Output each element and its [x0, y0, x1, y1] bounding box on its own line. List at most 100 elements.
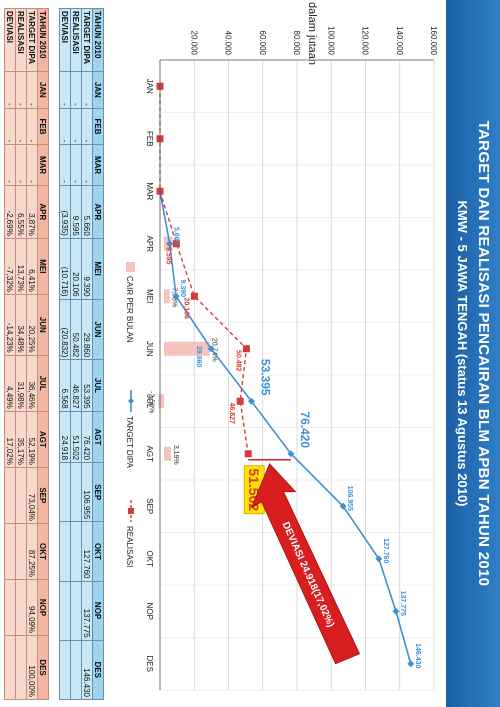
percentage-table-cell: - — [26, 144, 38, 186]
percentage-table-cell: 52,19% — [26, 411, 38, 468]
percentage-table-cell: 73,04% — [26, 467, 38, 524]
y-tick-label: 80.000 — [292, 31, 301, 56]
bar-label: 3,19% — [172, 445, 179, 465]
nominal-table-cell: - — [81, 144, 93, 186]
percentage-table-header-cell: JAN — [37, 71, 49, 109]
target-dipa-point — [375, 555, 383, 563]
nominal-table-header-cell: NOP — [92, 581, 104, 641]
bar-cair-per-bulan — [164, 341, 210, 356]
percentage-table-header-cell: AGT — [37, 411, 49, 468]
nominal-table-header-cell: OKT — [92, 521, 104, 581]
bar-cair-per-bulan — [164, 446, 172, 461]
percentage-table-cell: 17,02% — [4, 411, 16, 468]
data-labels: 5.660 9.390 53.395 76.420 106.955 127.760 137.… — [164, 227, 420, 669]
y-tick-label: 140.000 — [395, 26, 404, 55]
target-dipa-label: 127.760 — [382, 538, 389, 563]
percentage-table-row: DEVIASI - - - -2,69% -7,32% -14,23% 4,49% 17,02% — [4, 8, 16, 700]
deviation-arrow — [250, 463, 361, 665]
percentage-table-header-cell: APR — [37, 185, 49, 239]
percentage-table-row: TARGET DIPA - - -3,87% 6,41% 20,25% 36,46% 52,1… — [26, 8, 38, 700]
percentage-table-header-cell: FEB — [37, 108, 49, 145]
nominal-table-cell — [59, 521, 71, 581]
bar-cair-per-bulan — [164, 289, 170, 304]
bar-series-cair-per-bulan: 7,58%20,74%-2,50%3,19% — [148, 236, 218, 465]
nominal-table-cell: 146.430 — [81, 640, 93, 700]
nominal-table-cell: - — [81, 71, 93, 109]
nominal-table-cell: - — [59, 71, 71, 109]
nominal-table-row: TARGET DIPA - - -5.660 9.390 29.860 53.395 76.4… — [81, 8, 93, 700]
percentage-table-cell: - — [4, 144, 16, 186]
nominal-table-cell: 9.390 — [81, 238, 93, 300]
target-dipa-point — [407, 660, 415, 668]
percentage-table-cell: 4,49% — [4, 355, 16, 412]
percentage-table-cell: -14,23% — [4, 294, 16, 356]
realisasi-point — [172, 240, 180, 248]
target-dipa-point — [392, 607, 400, 615]
percentage-table-row-label: DEVIASI — [4, 8, 16, 72]
nominal-table-row-label: REALISASI — [70, 8, 82, 72]
percentage-table-cell: - — [26, 71, 38, 109]
realisasi-label: 50.482 — [234, 350, 241, 372]
target-dipa-point — [166, 240, 174, 248]
nominal-table: TAHUN 2010 JAN FEB MAR APR MEI JUN JUL AGT SEP OKT… — [59, 8, 104, 700]
x-tick-label: NOP — [145, 603, 154, 620]
percentage-table-body: TARGET DIPA - - -3,87% 6,41% 20,25% 36,46% 52,1… — [4, 8, 38, 700]
target-dipa-line — [159, 191, 412, 664]
realisasi-point — [190, 292, 198, 300]
x-tick-label: MAR — [145, 182, 154, 200]
nominal-table-header-cell: TAHUN 2010 — [92, 8, 104, 72]
percentage-table-cell: - — [26, 108, 38, 145]
x-tick-label: DES — [145, 656, 154, 672]
nominal-table-body: TARGET DIPA - - -5.660 9.390 29.860 53.395 76.4… — [59, 8, 93, 700]
percentage-table-cell: - — [4, 108, 16, 145]
percentage-table-cell: - — [15, 144, 27, 186]
percentage-table-header-cell: MEI — [37, 238, 49, 295]
x-tick-label: SEP — [145, 498, 154, 514]
target-dipa-label: 5.660 — [173, 227, 180, 245]
percentage-table-header-cell: SEP — [37, 467, 49, 524]
percentage-table: TAHUN 2010 JAN FEB MAR APR MEI JUN JUL AGT SEP OKT… — [4, 8, 49, 700]
x-tick-label: AGT — [145, 446, 154, 463]
target-dipa-label: 9.390 — [179, 279, 186, 297]
nominal-table-cell: 29.860 — [81, 299, 93, 360]
x-tick-label: JUL — [145, 394, 154, 409]
nominal-table-cell: 137.775 — [81, 581, 93, 641]
y-tick-label: 160.000 — [429, 26, 438, 55]
nominal-table-row: REALISASI - - -9.595 20.106 50.482 46.827 51.50… — [70, 8, 82, 700]
nominal-table-cell: 127.760 — [81, 521, 93, 581]
x-tick-label: JAN — [145, 79, 154, 94]
percentage-table-header-cell: DES — [37, 635, 49, 700]
realisasi-label: 9.595 — [164, 247, 171, 265]
target-dipa-label: 76.420 — [298, 411, 312, 448]
nominal-table-header: TAHUN 2010 JAN FEB MAR APR MEI JUN JUL AGT SEP OKT… — [92, 8, 104, 700]
percentage-table-header-cell: JUN — [37, 294, 49, 356]
percentage-table-cell: 36,46% — [26, 355, 38, 412]
nominal-table-header-cell: JUL — [92, 359, 104, 412]
legend-label: TARGET DIPA — [125, 416, 134, 469]
nominal-table-header-cell: DES — [92, 640, 104, 700]
nominal-table-cell: 6.568 — [59, 359, 71, 412]
percentage-table-cell: -2,69% — [4, 185, 16, 239]
legend-label: REALISASI — [125, 526, 134, 567]
x-tick-label: APR — [145, 236, 154, 253]
target-dipa-point — [207, 345, 215, 353]
percentage-table-cell — [4, 523, 16, 580]
percentage-table-row-label: REALISASI — [15, 8, 27, 72]
nominal-table-cell: - — [70, 71, 82, 109]
bar-label: -2,50% — [148, 391, 155, 413]
percentage-table-header-cell: OKT — [37, 523, 49, 580]
x-tick-label: OKT — [145, 551, 154, 568]
chart-title: TARGET DAN REALISASI PENCAIRAN BLM APBN … — [475, 120, 492, 587]
realisasi-point — [244, 450, 252, 458]
target-dipa-label: 29.860 — [195, 346, 202, 368]
nominal-table-cell: 46.827 — [70, 359, 82, 412]
nominal-table-cell: - — [70, 144, 82, 186]
nominal-table-header-cell: FEB — [92, 108, 104, 145]
nominal-table-cell: 50.482 — [70, 299, 82, 360]
percentage-table-cell: 94,09% — [26, 579, 38, 636]
y-tick-label: 120.000 — [361, 26, 370, 55]
nominal-table-cell — [70, 521, 82, 581]
target-dipa-point — [339, 502, 347, 510]
